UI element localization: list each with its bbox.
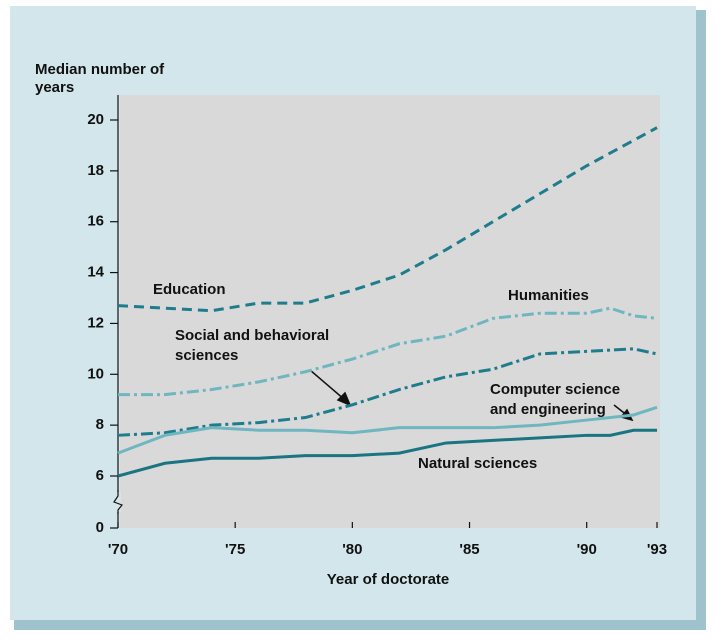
- x-tick-label: '75: [225, 541, 245, 558]
- series-label: Social and behavioral sciences: [175, 327, 329, 364]
- series-label: Education: [153, 281, 226, 298]
- y-tick-label: 10: [87, 365, 104, 382]
- y-axis-title: Median number of years: [35, 61, 165, 96]
- series-label: Humanities: [508, 287, 589, 304]
- arrow-line: [309, 369, 346, 401]
- axis-break-gap: [115, 492, 121, 512]
- arrow-head: [336, 391, 352, 407]
- text-line: and engineering: [490, 401, 606, 418]
- y-tick-label: 14: [87, 264, 104, 281]
- y-tick-label: 18: [87, 162, 104, 179]
- y-tick-label: 6: [96, 467, 104, 484]
- text-line: Humanities: [508, 287, 589, 304]
- x-tick-label: '85: [459, 541, 479, 558]
- x-tick-label: '93: [647, 541, 667, 558]
- series-line: [117, 405, 658, 455]
- text-line: Computer science: [490, 381, 620, 398]
- x-tick-label: '70: [108, 541, 128, 558]
- series-label: Natural sciences: [418, 455, 537, 472]
- y-tick-label: 20: [87, 111, 104, 128]
- y-tick-label: 8: [96, 416, 104, 433]
- text-line: sciences: [175, 347, 238, 364]
- series-line: [117, 126, 658, 313]
- plot-area: [120, 95, 660, 528]
- series-line: [117, 428, 657, 478]
- y-tick-label: 0: [96, 519, 104, 536]
- y-tick-label: 16: [87, 213, 104, 230]
- axis-break: [113, 490, 123, 514]
- x-tick-label: '90: [577, 541, 597, 558]
- series-line: [118, 306, 658, 397]
- x-tick-label: '80: [342, 541, 362, 558]
- series-line: [117, 347, 658, 437]
- text-line: Social and behavioral: [175, 327, 329, 344]
- y-tick-label: 12: [87, 314, 104, 331]
- text-line: years: [35, 79, 74, 96]
- text-line: Natural sciences: [418, 455, 537, 472]
- x-axis-title: Year of doctorate: [327, 571, 450, 588]
- text-line: Education: [153, 281, 226, 298]
- series-label: Computer science and engineering: [490, 381, 620, 418]
- text-line: Median number of: [35, 61, 165, 78]
